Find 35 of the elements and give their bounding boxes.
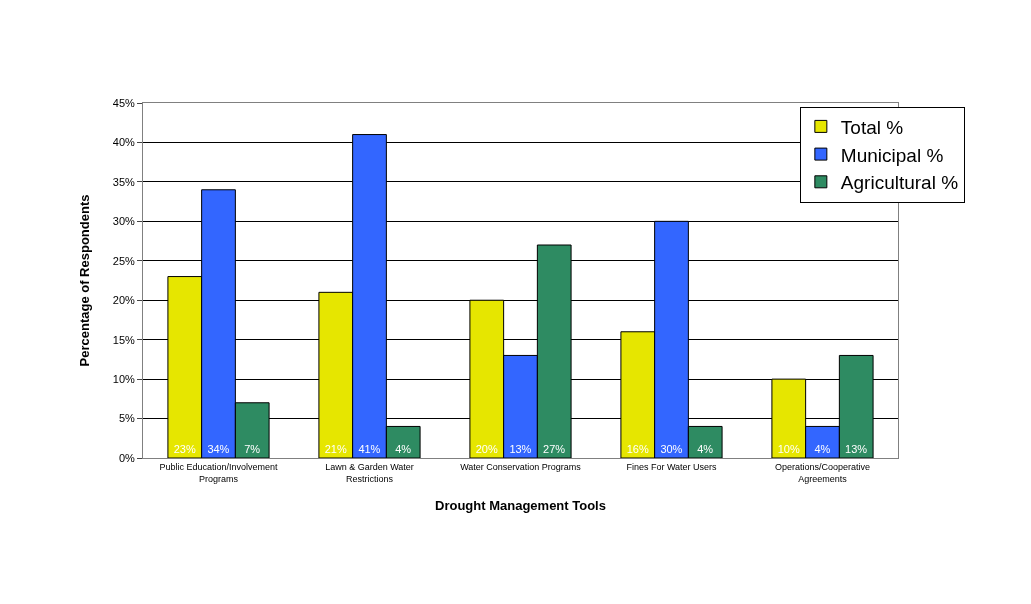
data-label: 4%	[697, 443, 714, 455]
data-label: 20%	[475, 443, 498, 455]
data-label: 23%	[173, 443, 196, 455]
y-tick-label: 25%	[112, 254, 135, 267]
data-label: 10%	[777, 443, 800, 455]
data-label: 41%	[358, 443, 381, 455]
x-tick-label: Operations/Cooperative Agreements	[774, 461, 871, 484]
data-label: 27%	[543, 443, 566, 455]
y-tick-label: 35%	[112, 175, 135, 188]
data-label: 7%	[244, 443, 261, 455]
data-label: 4%	[814, 443, 831, 455]
data-label: 4%	[395, 443, 412, 455]
y-axis-title: Percentage of Respondents	[76, 194, 92, 367]
y-tick-label: 45%	[112, 96, 135, 109]
x-tick-label: Public Education/Involvement Programs	[159, 461, 279, 484]
data-label: 13%	[509, 443, 532, 455]
x-tick-label: Water Conservation Programs	[460, 461, 582, 472]
y-tick-label: 5%	[118, 412, 136, 425]
data-label: 21%	[324, 443, 347, 455]
data-label: 16%	[626, 443, 649, 455]
y-tick-label: 20%	[112, 294, 135, 307]
legend-label: Municipal %	[840, 144, 944, 166]
y-tick-label: 10%	[112, 372, 135, 385]
x-tick-label: Lawn & Garden Water Restrictions	[325, 461, 414, 484]
legend-label: Total %	[840, 116, 904, 138]
y-tick-label: 30%	[112, 215, 135, 228]
y-tick-label: 15%	[112, 333, 135, 346]
legend-label: Agricultural %	[840, 172, 959, 194]
data-label: 13%	[845, 443, 868, 455]
x-tick-label: Fines For Water Users	[626, 461, 718, 472]
x-axis-title: Drought Management Tools	[435, 498, 606, 514]
y-tick-label: 0%	[118, 451, 136, 464]
y-tick-label: 40%	[112, 136, 135, 149]
data-label: 30%	[660, 443, 683, 455]
data-label: 34%	[207, 443, 230, 455]
